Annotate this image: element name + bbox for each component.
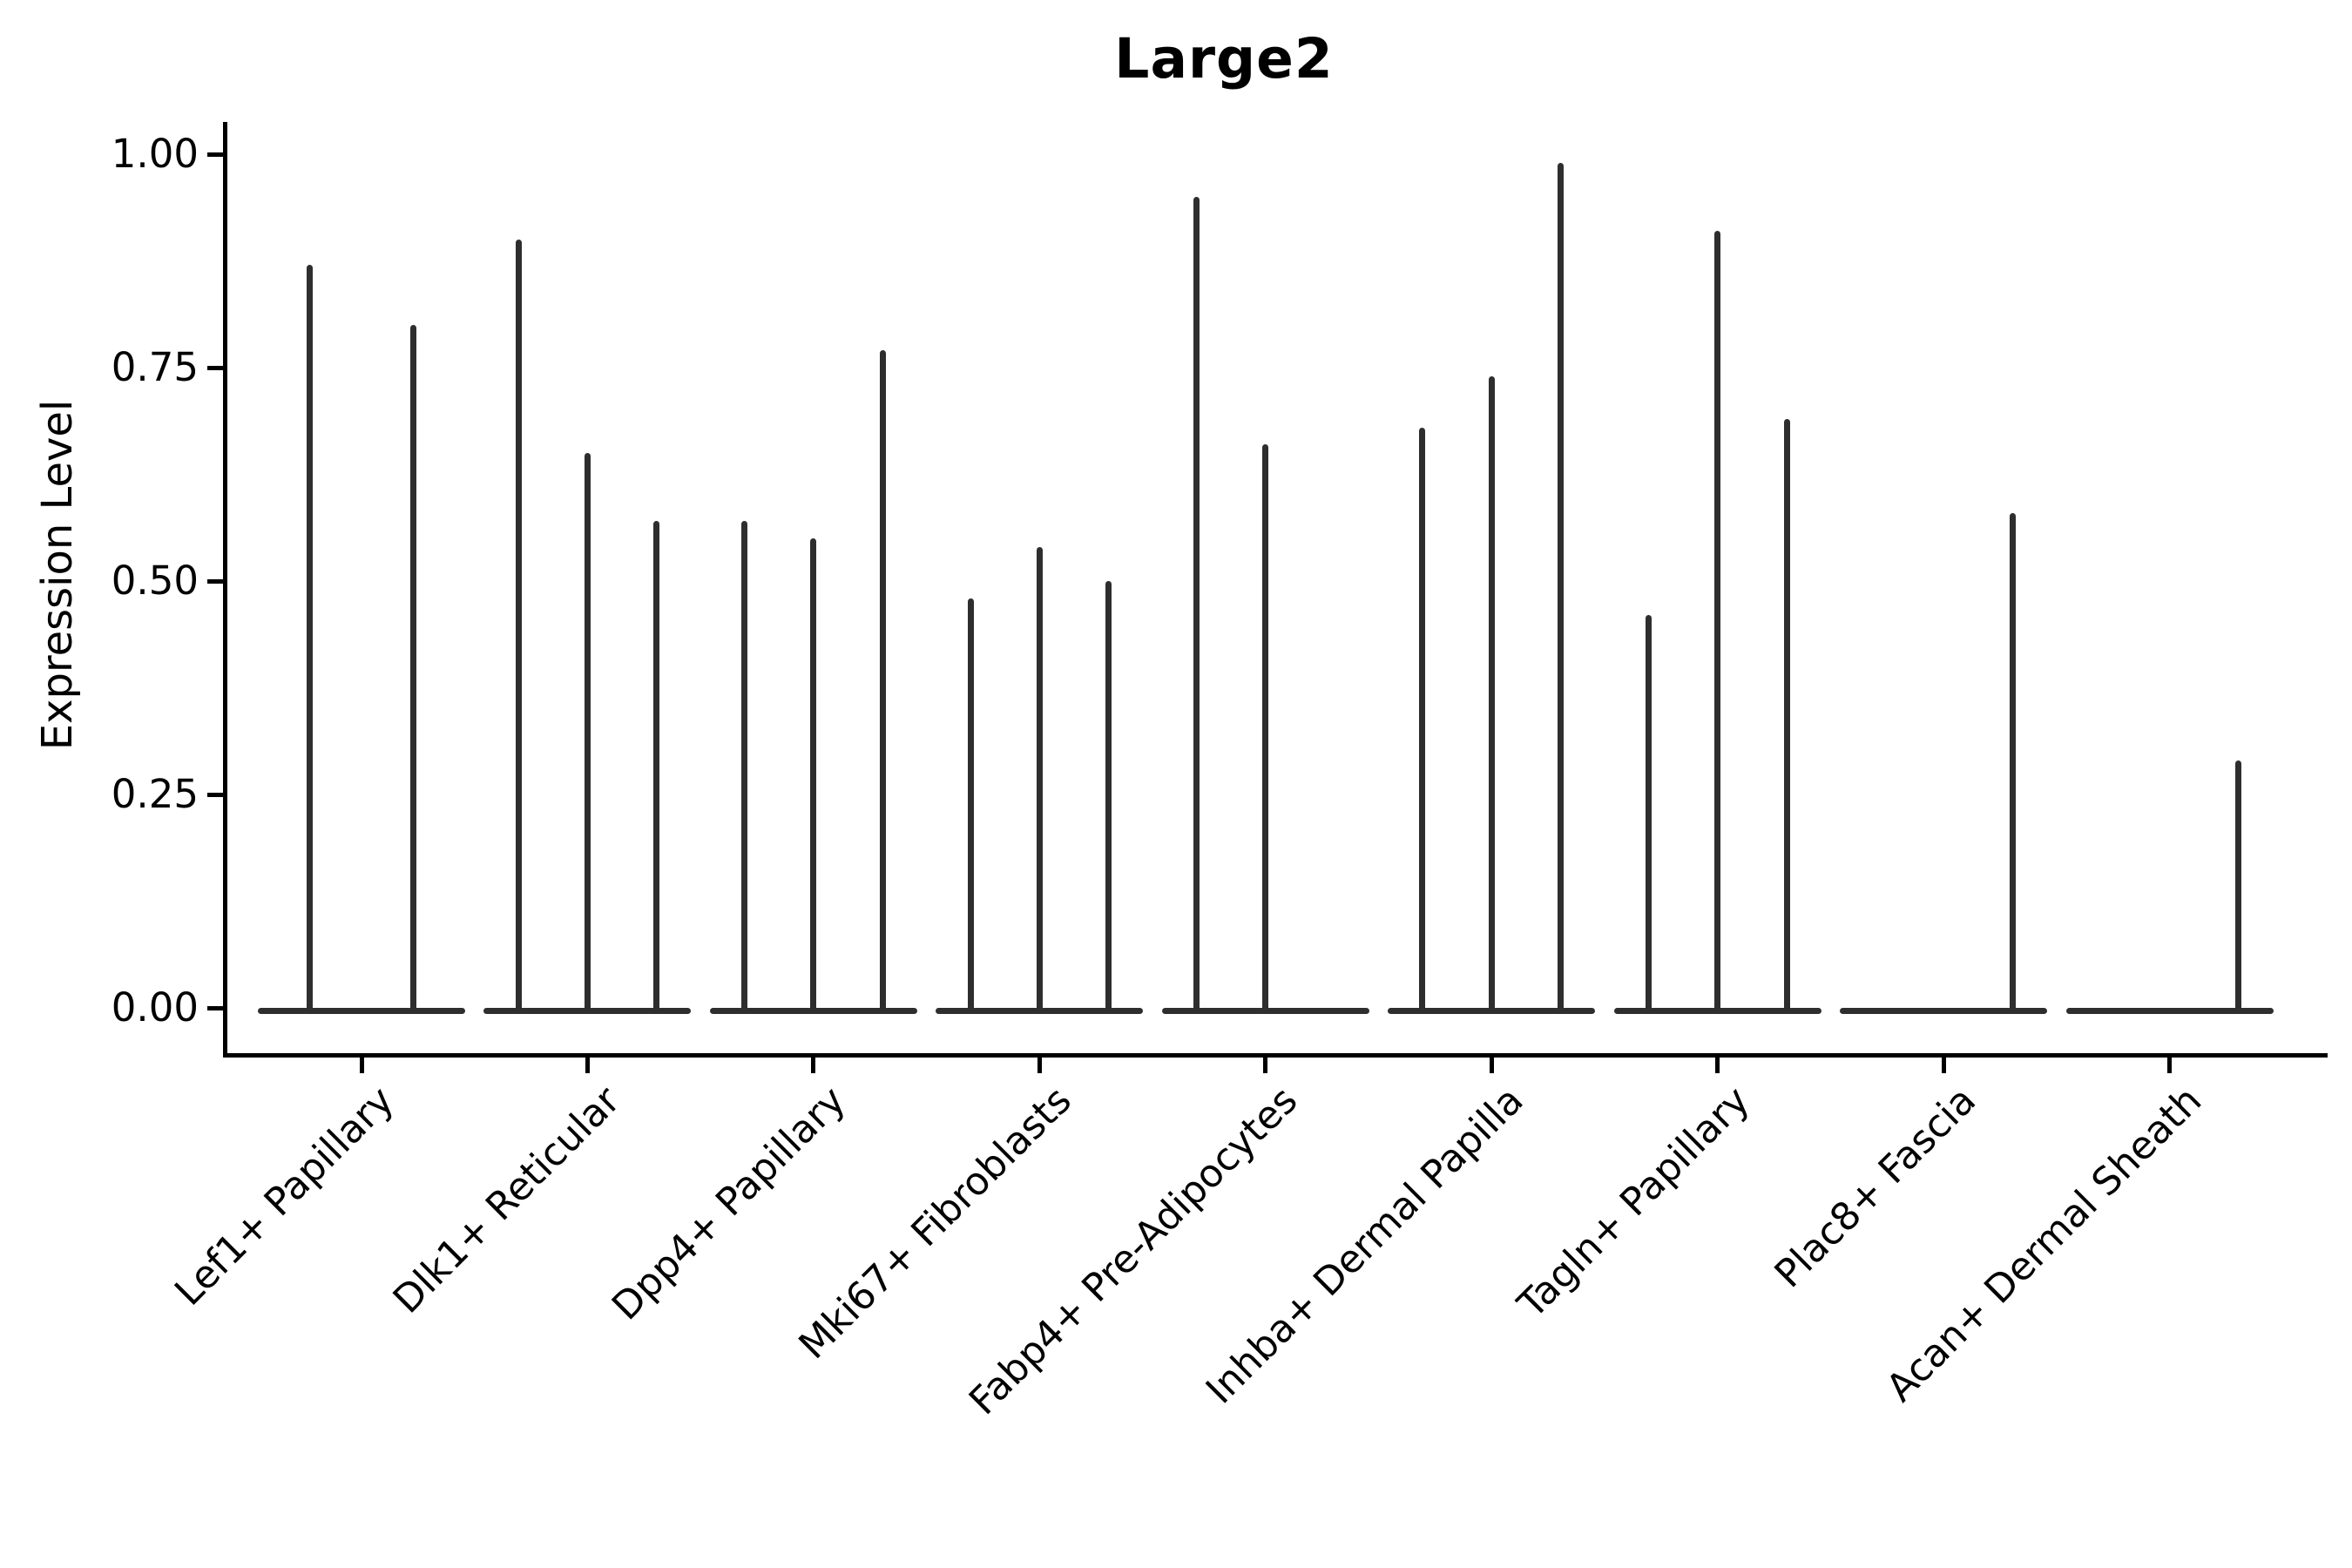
x-tick-mark [359,1057,364,1073]
violin-body-baseline [1840,1008,2048,1014]
violin-spike [307,265,313,1014]
y-tick-mark [206,578,223,584]
violin-spike [879,350,886,1014]
violin-spike [584,453,591,1014]
y-tick-label: 1.00 [111,131,199,177]
violin-spike [1262,444,1269,1014]
violin-spike [810,538,817,1014]
x-tick-mark [1941,1057,1946,1073]
violin-spike [1558,162,1565,1014]
violin-body-baseline [258,1008,465,1014]
x-tick-mark [811,1057,816,1073]
y-tick-label: 0.50 [111,558,199,604]
violin-body-baseline [2065,1008,2274,1014]
violin-spike [741,521,748,1014]
violin-spike [1036,546,1043,1014]
y-tick-mark [206,365,223,370]
y-tick-mark [206,792,223,797]
x-tick-mark [1263,1057,1268,1073]
violin-spike [1488,375,1495,1014]
y-tick-label: 0.75 [111,344,199,390]
violin-spike [1714,231,1721,1014]
y-tick-mark [206,152,223,157]
violin-spike [967,598,974,1014]
violin-spike [515,240,522,1014]
violin-spike [2009,512,2016,1014]
violin-spike [1419,427,1426,1014]
violin-spike [1783,418,1790,1014]
x-tick-label-1: Dlk1+ Reticular [384,1078,629,1322]
x-tick-label-2: Dpp4+ Papillary [604,1078,855,1329]
y-tick-label: 0.25 [111,771,199,817]
violin-spike [1645,615,1652,1014]
violin-spike [653,521,660,1014]
x-tick-label-6: Tagln+ Papillary [1510,1078,1759,1328]
y-axis-spine [222,122,227,1058]
x-axis-spine [222,1052,2328,1058]
x-tick-label-0: Lef1+ Papillary [166,1078,402,1315]
y-tick-mark [206,1005,223,1010]
y-tick-label: 0.00 [111,984,199,1031]
violin-spike [410,325,416,1014]
x-tick-mark [1037,1057,1042,1073]
x-tick-mark [585,1057,590,1073]
x-tick-mark [2167,1057,2173,1073]
violin-spike [1193,197,1200,1014]
violin-spike [1105,581,1112,1014]
violin-spike [2235,760,2242,1014]
chart-title: Large2 [1114,27,1334,91]
x-tick-mark [1715,1057,1720,1073]
x-tick-mark [1489,1057,1494,1073]
x-tick-label-7: Plac8+ Fascia [1766,1078,1984,1297]
